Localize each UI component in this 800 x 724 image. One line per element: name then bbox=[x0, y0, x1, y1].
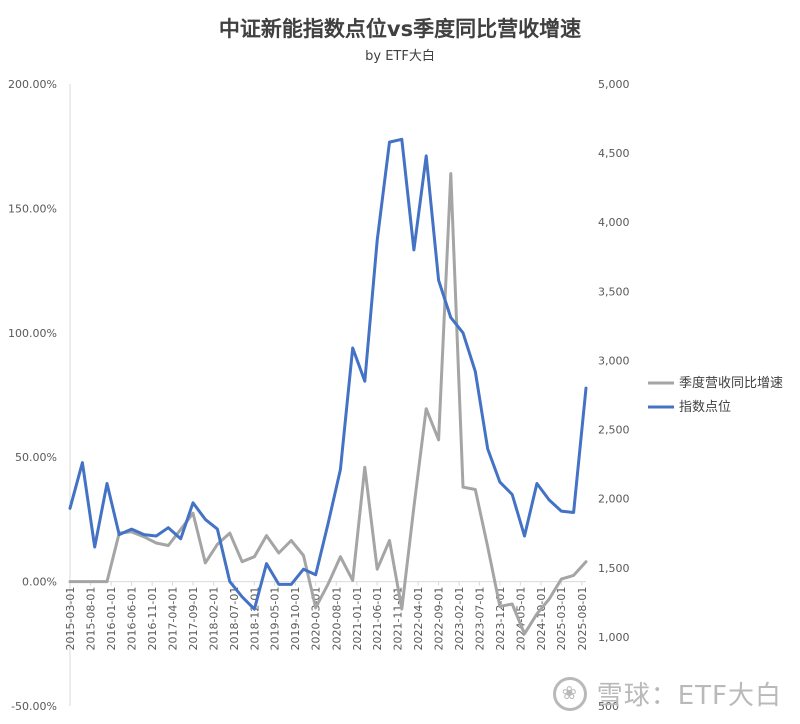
x-tick-label: 2018-12-01 bbox=[248, 587, 261, 651]
legend-label: 指数点位 bbox=[679, 400, 731, 415]
x-tick-label: 2018-02-01 bbox=[208, 587, 221, 651]
y-left-tick-label: 0.00% bbox=[22, 576, 57, 589]
y-right-tick-label: 4,000 bbox=[598, 216, 630, 229]
x-tick-label: 2022-09-01 bbox=[433, 587, 446, 651]
chart-title: 中证新能指数点位vs季度同比营收增速 bbox=[219, 17, 581, 41]
y-left-tick-label: 150.00% bbox=[8, 202, 57, 215]
axes: -50.00% 0.00% 50.00% 100.00% 150.00% 200.00% 5… bbox=[8, 78, 629, 713]
x-tick-label: 2017-09-01 bbox=[187, 587, 200, 651]
y-right-tick-label: 4,500 bbox=[598, 147, 630, 160]
x-tick-label: 2017-04-01 bbox=[166, 587, 179, 651]
series-line-index-level bbox=[68, 137, 588, 611]
x-tick-label: 2016-11-01 bbox=[146, 587, 159, 651]
y-right-tick-label: 2,500 bbox=[598, 424, 630, 437]
x-tick-label: 2021-01-01 bbox=[351, 587, 364, 651]
legend-label: 季度营收同比增速 bbox=[679, 375, 783, 391]
watermark-text: 雪球：ETF大白 bbox=[596, 681, 782, 711]
y-right-tick-label: 3,500 bbox=[598, 285, 630, 298]
series-line-revenue-growth bbox=[68, 172, 588, 636]
chart-subtitle: by ETF大白 bbox=[365, 48, 435, 64]
x-tick-label: 2016-06-01 bbox=[126, 587, 139, 651]
x-tick-label: 2023-02-01 bbox=[453, 587, 466, 651]
watermark: ❀ 雪球：ETF大白 bbox=[552, 675, 782, 712]
y-left-tick-label: 100.00% bbox=[8, 327, 57, 340]
x-tick-label: 2015-08-01 bbox=[85, 587, 98, 651]
x-tick-label: 2022-04-01 bbox=[412, 587, 425, 651]
x-tick-label: 2024-05-01 bbox=[514, 587, 527, 651]
x-tick-label: 2024-10-01 bbox=[535, 587, 548, 651]
x-tick-label: 2020-08-01 bbox=[330, 587, 343, 651]
x-tick-label: 2025-03-01 bbox=[555, 587, 568, 651]
snowball-logo-icon: ❀ bbox=[552, 676, 587, 711]
series-lines bbox=[68, 137, 588, 636]
x-tick-label: 2023-12-01 bbox=[494, 587, 507, 651]
x-tick-label: 2015-03-01 bbox=[64, 587, 77, 651]
x-tick-label: 2019-05-01 bbox=[269, 587, 282, 651]
y-right-tick-label: 3,000 bbox=[598, 354, 630, 367]
y-left-tick-label: 200.00% bbox=[8, 78, 57, 91]
x-tick-label: 2025-08-01 bbox=[576, 587, 589, 651]
y-left-tick-label: 50.00% bbox=[15, 451, 57, 464]
x-tick-label: 2016-01-01 bbox=[105, 587, 118, 651]
y-right-tick-label: 5,000 bbox=[598, 78, 630, 91]
y-right-tick-label: 1,500 bbox=[598, 562, 630, 575]
y-right-tick-label: 500 bbox=[598, 700, 619, 713]
y-right-tick-label: 2,000 bbox=[598, 493, 630, 506]
x-tick-label: 2023-07-01 bbox=[473, 587, 486, 651]
x-tick-label: 2019-10-01 bbox=[289, 587, 302, 651]
x-tick-label: 2021-06-01 bbox=[371, 587, 384, 651]
y-left-tick-label: -50.00% bbox=[11, 700, 57, 713]
x-tick-label: 2018-07-01 bbox=[228, 587, 241, 651]
y-right-tick-label: 1,000 bbox=[598, 631, 630, 644]
